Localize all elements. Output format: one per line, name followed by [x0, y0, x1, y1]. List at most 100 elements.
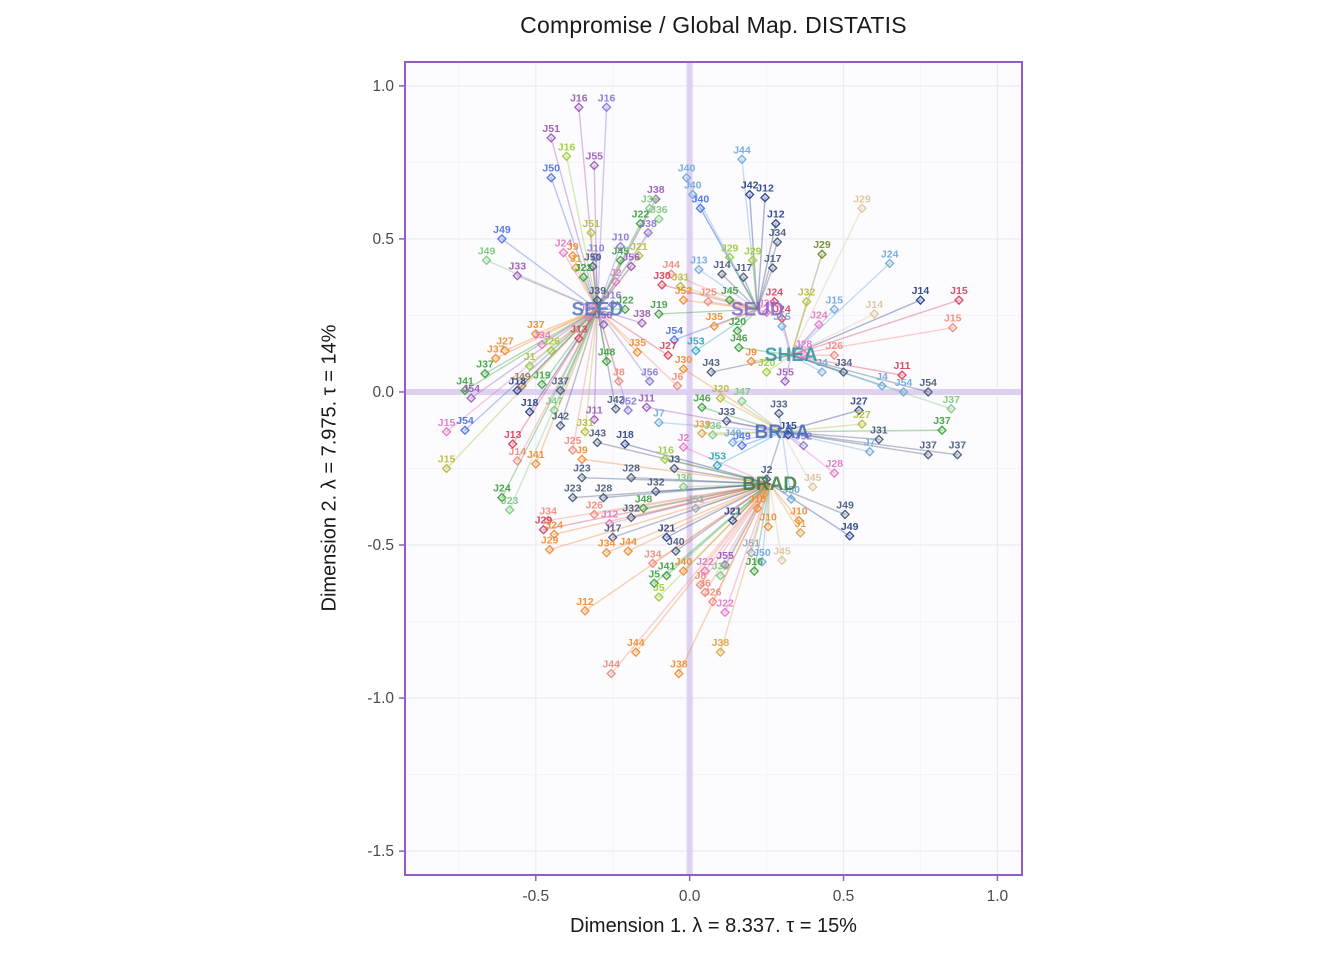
partial-score-segment	[781, 429, 943, 433]
judge-point-label: J28	[622, 463, 640, 475]
judge-point-marker	[626, 472, 637, 483]
judge-point-marker	[530, 458, 541, 469]
judge-point-label: J56	[641, 366, 659, 378]
partial-score-segment	[719, 483, 771, 577]
judge-point-marker	[873, 434, 884, 445]
judge-point-label: J36	[675, 472, 693, 484]
partial-score-segment	[521, 308, 599, 387]
partial-score-segment	[661, 284, 759, 311]
y-tick-label: 0.5	[372, 231, 394, 248]
judge-point-marker	[633, 250, 644, 261]
judge-point-label: J10	[612, 232, 630, 244]
x-tick-label: 0.5	[833, 888, 855, 905]
judge-point-label: J40	[667, 536, 685, 548]
partial-score-segment	[790, 354, 952, 410]
judge-point-label: J28	[795, 339, 813, 351]
partial-score-segment	[736, 308, 759, 332]
partial-score-segment	[738, 346, 792, 356]
judge-point-label: J43	[702, 357, 720, 369]
judge-point-label: J5	[648, 568, 660, 580]
judge-point-label: J28	[595, 483, 613, 495]
judge-point-label: J49	[733, 431, 751, 443]
judge-point-marker	[643, 227, 654, 238]
judge-point-marker	[864, 446, 875, 457]
partial-score-segment	[596, 308, 643, 324]
judge-point-marker	[720, 607, 730, 618]
judge-point-label: J24	[545, 519, 563, 531]
judge-point-marker	[761, 367, 772, 377]
judge-point-marker	[678, 442, 689, 452]
partial-score-segment	[516, 274, 599, 311]
judge-point-label: J46	[693, 392, 711, 404]
y-tick-label: -0.5	[367, 537, 394, 554]
judge-point-label: J30	[675, 354, 693, 366]
partial-score-segment	[655, 483, 771, 493]
partial-score-segment	[707, 300, 759, 311]
partial-score-segment	[719, 397, 783, 433]
judge-point-marker	[695, 579, 706, 590]
judge-point-marker	[744, 189, 755, 200]
x-axis-title: Dimension 1. λ = 8.337. τ = 15%	[570, 915, 857, 937]
partial-score-segment	[784, 354, 792, 382]
judge-point-marker	[558, 247, 569, 258]
partial-score-segment	[679, 285, 759, 311]
judge-point-label: J14	[912, 285, 930, 297]
judge-point-marker	[610, 403, 621, 414]
judge-point-label: J1	[758, 480, 770, 492]
judge-point-marker	[537, 379, 547, 390]
judge-point-label: J37	[552, 375, 570, 387]
judge-point-marker	[724, 295, 735, 306]
judge-point-marker	[757, 556, 767, 567]
judge-point-marker	[857, 419, 867, 430]
judge-point-label: J56	[595, 310, 613, 322]
judge-point-marker	[709, 321, 720, 332]
judge-point-label: J8	[695, 570, 707, 582]
partial-score-segment	[756, 267, 774, 311]
judge-point-marker	[732, 325, 743, 336]
judge-point-label: J24	[810, 310, 828, 322]
partial-score-segment	[710, 354, 792, 373]
judge-point-label: J15	[779, 420, 797, 432]
judge-point-label: J16	[558, 141, 576, 153]
partial-score-segment	[542, 483, 771, 531]
partial-score-segment	[562, 251, 599, 311]
judge-point-marker	[561, 151, 572, 162]
partial-score-segment	[587, 308, 599, 318]
compromise-center-label: SHEA	[765, 345, 818, 366]
judge-point-label: J20	[729, 316, 747, 328]
judge-point-marker	[697, 428, 707, 439]
partial-score-segment	[728, 256, 759, 311]
judge-point-label: J10	[749, 493, 767, 505]
judge-point-label: J6	[671, 371, 683, 383]
partial-score-segment	[768, 483, 783, 562]
judge-point-marker	[953, 295, 964, 306]
judge-point-marker	[586, 227, 597, 238]
judge-point-label: J29	[535, 515, 553, 527]
judge-point-marker	[650, 194, 661, 205]
partial-score-segment	[781, 423, 863, 433]
judge-point-marker	[587, 261, 598, 272]
partial-score-segment	[464, 308, 599, 431]
partial-score-segment	[675, 483, 771, 552]
judge-point-label: J49	[478, 245, 496, 257]
judge-point-marker	[947, 322, 958, 333]
judge-point-marker	[512, 270, 523, 281]
partial-score-segment	[593, 308, 599, 421]
judge-point-marker	[813, 319, 824, 330]
judge-point-label: J21	[724, 506, 742, 518]
judge-point-label: J48	[598, 346, 616, 358]
chart-title: Compromise / Global Map. DISTATIS	[520, 12, 907, 38]
judge-point-marker	[727, 437, 738, 448]
partial-score-segment	[578, 106, 599, 311]
judge-point-marker	[840, 509, 850, 520]
judge-point-label: J15	[773, 311, 791, 323]
judge-point-label: J5	[653, 582, 665, 594]
judge-point-marker	[549, 529, 560, 540]
judge-point-label: J16	[746, 556, 764, 568]
judge-point-label: J37	[527, 319, 545, 331]
judge-point-marker	[538, 524, 549, 535]
judge-point-label: J23	[573, 463, 591, 475]
judge-point-label: J40	[675, 556, 693, 568]
partial-score-segment	[716, 431, 783, 467]
